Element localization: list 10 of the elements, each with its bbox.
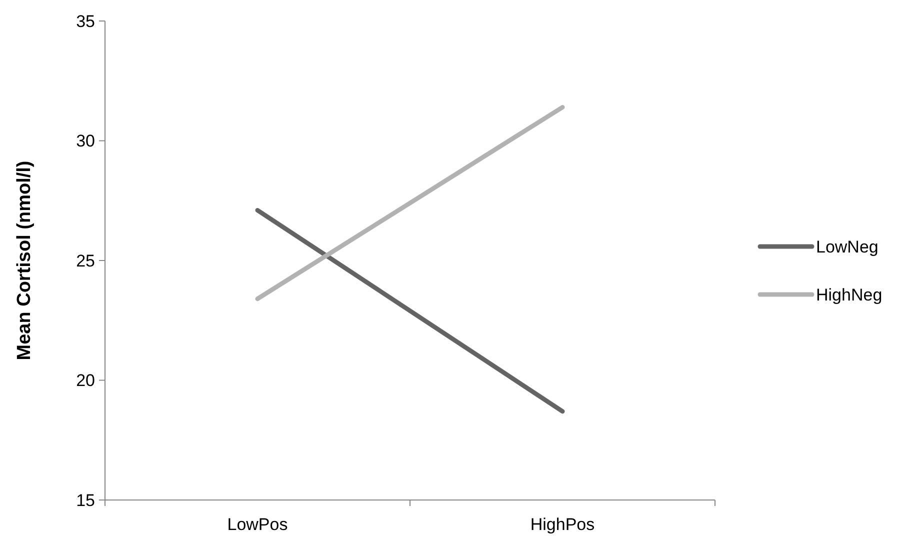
y-tick-label: 35 [76, 12, 95, 31]
legend-label: HighNeg [816, 285, 882, 304]
y-tick-label: 30 [76, 132, 95, 151]
y-tick-label: 20 [76, 371, 95, 390]
y-tick-label: 25 [76, 251, 95, 270]
y-tick-label: 15 [76, 490, 95, 510]
y-axis-title: Mean Cortisol (nmol/l) [14, 160, 35, 360]
legend-label: LowNeg [816, 237, 878, 256]
x-tick-label: HighPos [530, 515, 595, 534]
x-tick-label: LowPos [227, 515, 288, 534]
